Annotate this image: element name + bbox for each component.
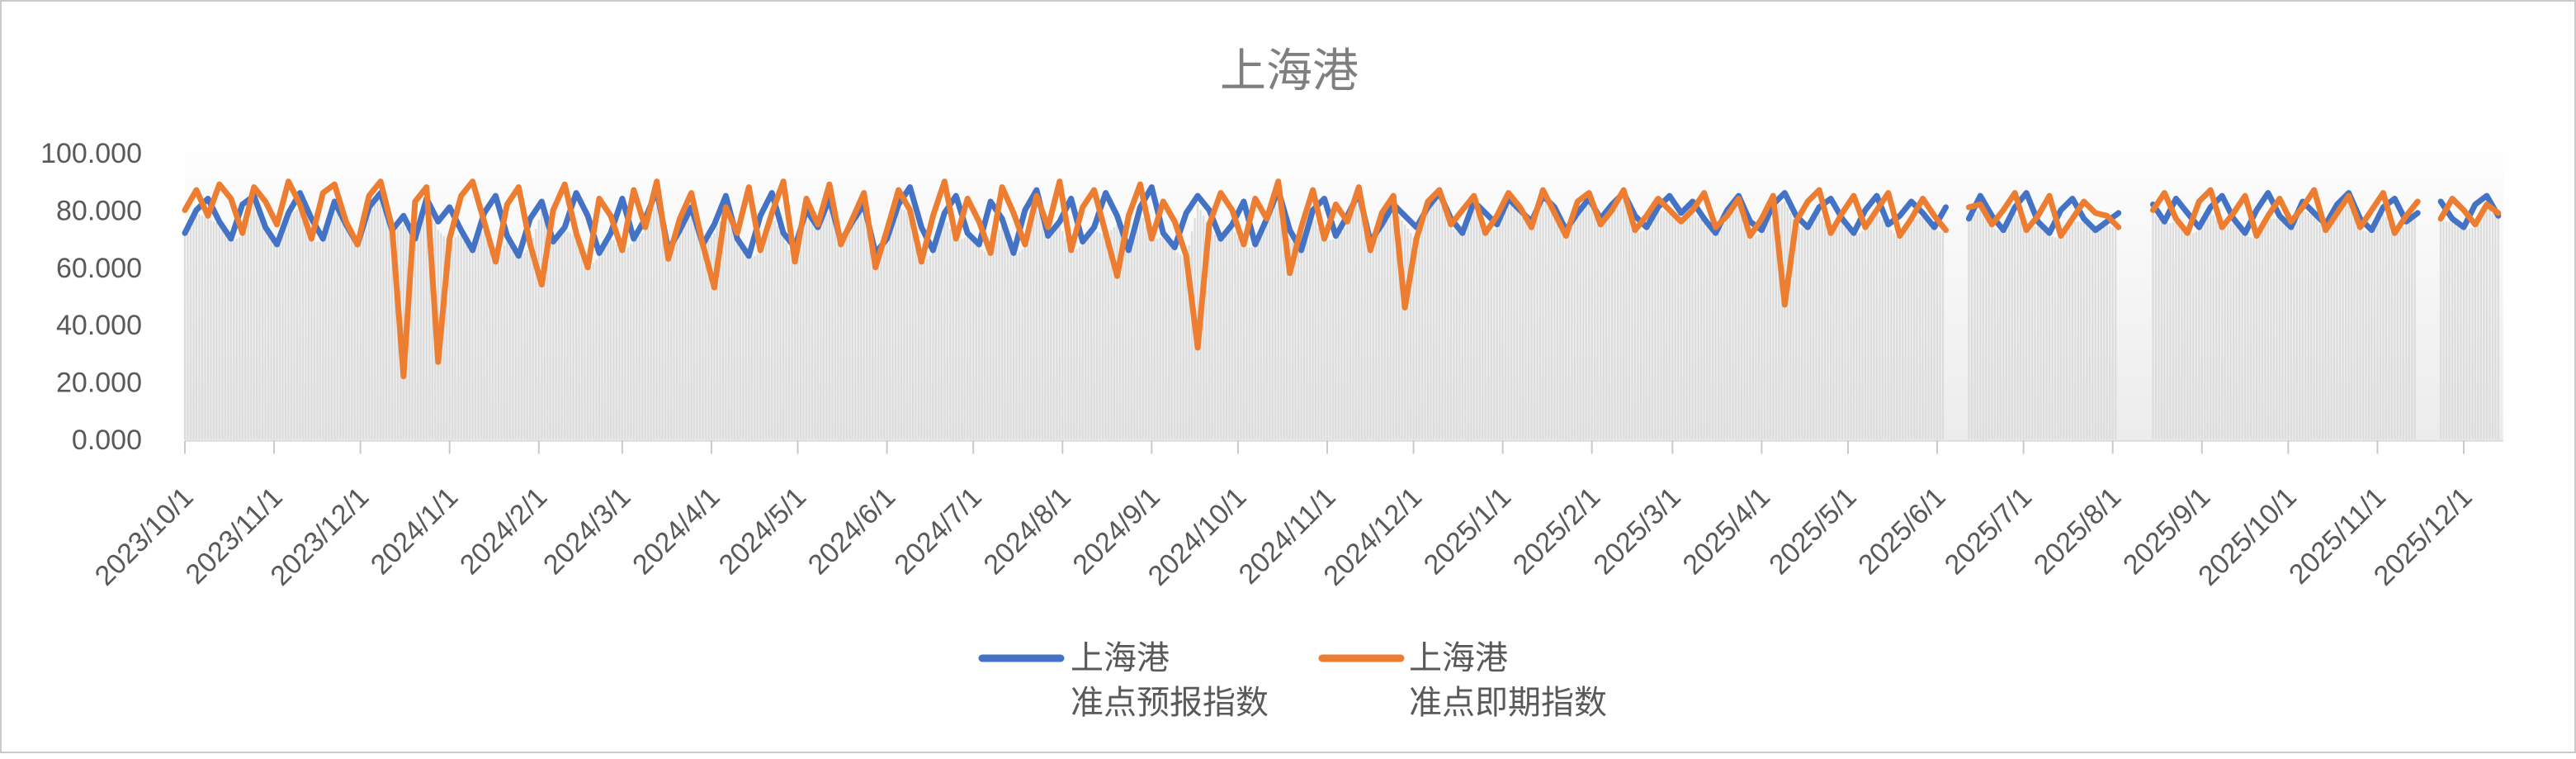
y-axis-label: 60.000 — [56, 253, 142, 284]
daily-columns-series[interactable] — [183, 192, 2499, 439]
x-axis-label: 2025/8/1 — [2028, 481, 2127, 581]
x-axis-label: 2025/7/1 — [1939, 481, 2038, 581]
y-axis-label: 20.000 — [56, 368, 142, 399]
legend: 上海港 准点预报指数 上海港 准点即期指数 — [978, 640, 1607, 721]
legend-label-forecast-line2[interactable]: 准点预报指数 — [1071, 685, 1269, 721]
x-axis-label: 2024/6/1 — [802, 481, 901, 581]
legend-label-spot-line2[interactable]: 准点即期指数 — [1409, 685, 1607, 721]
x-axis-label: 2024/2/1 — [454, 481, 553, 581]
y-axis-label: 40.000 — [56, 310, 142, 341]
x-axis-label: 2024/3/1 — [537, 481, 636, 581]
series-spot-line[interactable] — [182, 178, 2502, 380]
x-axis-label: 2024/7/1 — [888, 481, 987, 581]
x-axis-label: 2025/1/1 — [1418, 481, 1517, 581]
x-axis-label: 2025/5/1 — [1763, 481, 1862, 581]
legend-label-spot-line1[interactable]: 上海港 — [1409, 640, 1508, 676]
x-axis-label: 2024/4/1 — [626, 481, 726, 581]
x-axis-label: 2024/8/1 — [977, 481, 1076, 581]
x-axis-labels: 2023/10/12023/11/12023/12/12024/1/12024/… — [89, 481, 2479, 592]
x-axis-label: 2025/6/1 — [1852, 481, 1951, 581]
y-axis-label: 100.000 — [40, 138, 142, 169]
legend-label-forecast-line1[interactable]: 上海港 — [1071, 640, 1170, 676]
x-axis-label: 2023/10/1 — [89, 481, 200, 592]
y-axis-label: 0.000 — [72, 425, 142, 456]
x-axis-label: 2025/2/1 — [1507, 481, 1606, 581]
x-axis-label: 2024/5/1 — [713, 481, 812, 581]
y-axis-label: 80.000 — [56, 195, 142, 226]
x-axis-label: 2025/3/1 — [1587, 481, 1686, 581]
x-axis-label: 2025/4/1 — [1677, 481, 1776, 581]
chart-title[interactable]: 上海港 — [1220, 45, 1359, 97]
x-axis-label: 2024/1/1 — [365, 481, 464, 581]
x-axis-ticks — [184, 440, 2465, 454]
y-axis-labels: 0.000 20.000 40.000 60.000 80.000 100.000 — [40, 138, 142, 456]
